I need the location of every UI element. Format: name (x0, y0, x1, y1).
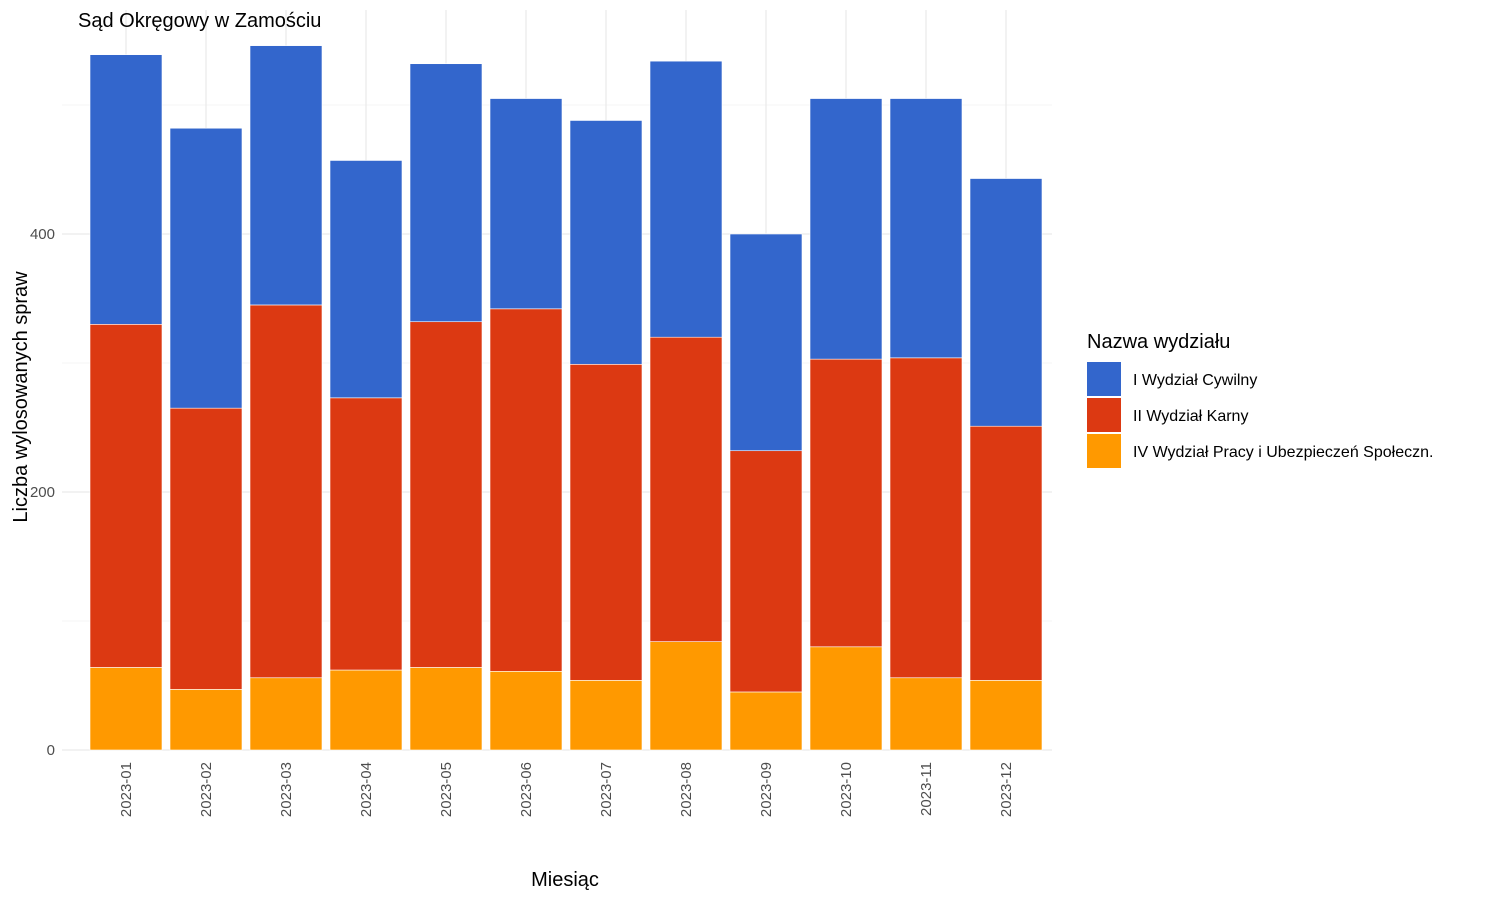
bar-segment (329, 397, 403, 671)
bar-segment (409, 63, 483, 323)
legend-title: Nazwa wydziału (1087, 331, 1230, 353)
y-tick-label: 0 (47, 742, 55, 759)
x-axis-title: Miesiąc (531, 869, 599, 891)
x-tick-label: 2023-10 (838, 762, 855, 817)
x-tick-label: 2023-12 (998, 762, 1015, 817)
bar-segment (809, 98, 883, 360)
bar-segment (169, 127, 243, 409)
y-axis-title: Liczba wylosowanych spraw (10, 271, 32, 523)
legend-swatch (1087, 398, 1121, 432)
bar-segment (569, 363, 643, 681)
bars (89, 45, 1043, 751)
bar-segment (489, 671, 563, 751)
bar-segment (249, 677, 323, 751)
x-tick-label: 2023-04 (358, 762, 375, 817)
bar-segment (729, 233, 803, 452)
bar-segment (89, 54, 163, 325)
bar-segment (169, 407, 243, 690)
x-axis-ticks: 2023-01 2023-02 2023-03 2023-04 2023-05 2023-… (118, 762, 1015, 817)
x-tick-label: 2023-03 (278, 762, 295, 817)
bar-segment (729, 691, 803, 751)
bar-segment (809, 358, 883, 648)
bar-segment (169, 689, 243, 751)
bar-segment (889, 98, 963, 359)
bar-segment (649, 60, 723, 338)
x-tick-label: 2023-02 (198, 762, 215, 817)
legend-swatch (1087, 434, 1121, 468)
bar-segment (409, 321, 483, 668)
x-tick-label: 2023-05 (438, 762, 455, 817)
bar-segment (569, 120, 643, 365)
bar-segment (969, 425, 1043, 681)
bar-segment (569, 680, 643, 751)
bar-segment (249, 304, 323, 679)
bar-segment (889, 357, 963, 679)
legend-label: IV Wydział Pracy i Ubezpieczeń Społeczn. (1133, 444, 1433, 461)
y-axis-ticks: 0 200 400 (30, 226, 55, 759)
bar-segment (889, 677, 963, 751)
bar-segment (329, 669, 403, 751)
bar-segment (649, 336, 723, 642)
bar-segment (329, 160, 403, 399)
y-tick-label: 400 (30, 226, 55, 243)
x-tick-label: 2023-08 (678, 762, 695, 817)
bar-segment (489, 308, 563, 672)
bar-segment (969, 178, 1043, 427)
bar-segment (809, 646, 883, 751)
chart-title: Sąd Okręgowy w Zamościu (78, 10, 321, 32)
bar-segment (409, 667, 483, 751)
x-tick-label: 2023-11 (918, 762, 935, 816)
x-tick-label: 2023-06 (518, 762, 535, 817)
bar-segment (649, 641, 723, 751)
bar-segment (969, 680, 1043, 751)
bar-segment (729, 450, 803, 693)
legend: Nazwa wydziału I Wydział Cywilny II Wydzi… (1087, 331, 1433, 468)
legend-label: I Wydział Cywilny (1133, 372, 1257, 389)
bar-segment (89, 667, 163, 751)
x-tick-label: 2023-01 (118, 762, 135, 817)
x-tick-label: 2023-07 (598, 762, 615, 817)
y-tick-label: 200 (30, 484, 55, 501)
bar-segment (249, 45, 323, 306)
legend-label: II Wydział Karny (1133, 408, 1248, 425)
legend-swatch (1087, 362, 1121, 396)
bar-segment (489, 98, 563, 310)
x-tick-label: 2023-09 (758, 762, 775, 817)
bar-segment (89, 323, 163, 668)
